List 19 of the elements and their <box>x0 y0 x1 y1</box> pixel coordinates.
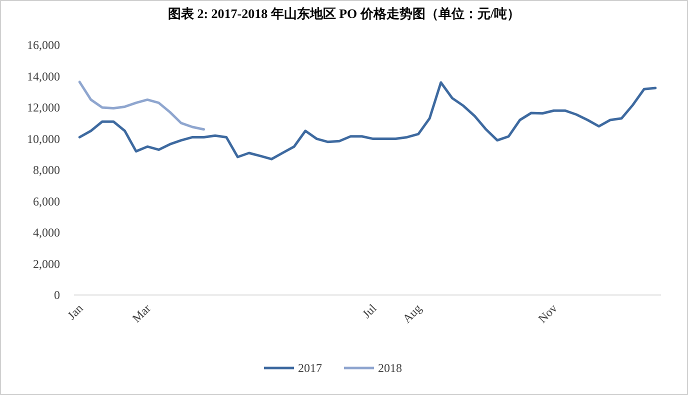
y-tick-label: 0 <box>54 288 60 302</box>
y-tick-label: 14,000 <box>27 69 60 84</box>
y-tick-label: 16,000 <box>27 38 60 52</box>
x-tick-label: Mar <box>129 301 154 326</box>
line-series <box>78 81 657 160</box>
chart-title: 图表 2: 2017-2018 年山东地区 PO 价格走势图（单位：元/吨） <box>168 6 520 21</box>
y-tick-label: 4,000 <box>33 226 60 240</box>
x-tick-label: Nov <box>535 301 560 326</box>
x-tick-label: Jan <box>64 301 86 322</box>
y-tick-label: 2,000 <box>33 256 60 271</box>
line-series <box>78 80 206 131</box>
legend-label: 2018 <box>378 361 402 375</box>
legend-label: 2017 <box>298 361 322 375</box>
y-tick-label: 8,000 <box>33 163 60 177</box>
y-tick-label: 6,000 <box>33 194 60 208</box>
y-tick-label: 10,000 <box>27 132 60 146</box>
y-tick-label: 12,000 <box>27 100 60 114</box>
x-tick-label: Jul <box>359 300 380 322</box>
x-tick-label: Aug <box>400 301 424 326</box>
